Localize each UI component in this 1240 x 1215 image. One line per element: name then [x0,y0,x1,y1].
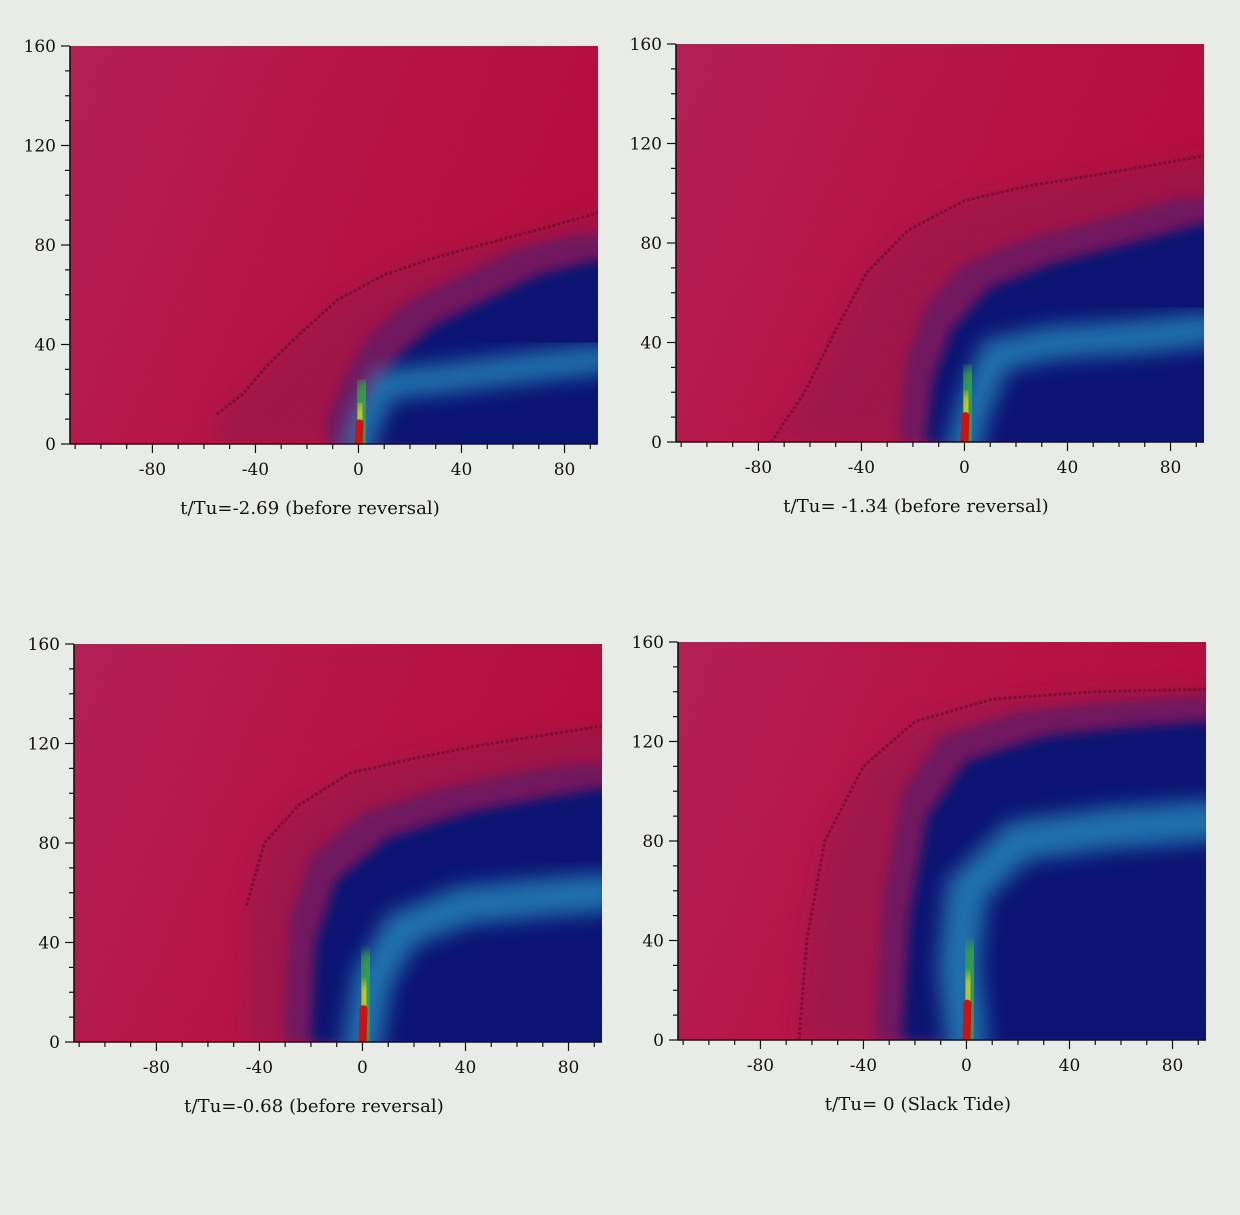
x-tick-label: 40 [1057,458,1079,478]
heatmap-field [70,46,598,444]
print-texture [678,642,1206,1040]
chart-svg-1: -80 -40 0 40 80 0 40 80 120 160 [24,37,598,480]
x-tick-label: 40 [1059,1056,1081,1076]
x-tick-label: -40 [848,458,875,478]
y-tick-label: 0 [49,1033,60,1053]
y-tick-label: 120 [28,735,60,755]
print-texture [676,44,1204,442]
y-tick-label: 40 [642,932,664,952]
y-tick-label: 160 [630,35,662,55]
y-tick-label: 80 [642,832,664,852]
chart-panel-3: -80 -40 0 40 80 0 40 80 120 160 t/Tu=-0.68 (befor… [4,628,624,1128]
chart-panel-4: -80 -40 0 40 80 0 40 80 120 160 t/Tu= 0 (Slack Ti… [608,626,1228,1126]
y-tick-label: 40 [34,336,56,356]
y-tick-label: 80 [38,834,60,854]
chart-caption-2: t/Tu= -1.34 (before reversal) [783,496,1049,517]
x-tick-label: -80 [745,458,772,478]
x-tick-label: 0 [353,460,364,480]
heatmap-field [74,644,602,1042]
axes: -80 -40 0 40 80 0 40 80 120 160 [24,37,598,480]
x-tick-label: 80 [558,1058,580,1078]
x-tick-label: 40 [455,1058,477,1078]
y-tick-label: 80 [34,236,56,256]
x-tick-label: -40 [850,1056,877,1076]
x-tick-label: 0 [357,1058,368,1078]
y-tick-label: 0 [651,433,662,453]
y-tick-label: 160 [28,635,60,655]
x-tick-label: -80 [139,460,166,480]
print-texture [74,644,602,1042]
y-tick-label: 40 [640,334,662,354]
chart-caption-3: t/Tu=-0.68 (before reversal) [184,1096,444,1117]
chart-svg-4: -80 -40 0 40 80 0 40 80 120 160 [632,633,1206,1076]
heatmap-field [676,44,1204,442]
x-tick-label: -40 [246,1058,273,1078]
y-tick-label: 120 [24,137,56,157]
chart-svg-3: -80 -40 0 40 80 0 40 80 120 160 [28,635,602,1078]
y-tick-label: 120 [630,135,662,155]
axes: -80 -40 0 40 80 0 40 80 120 160 [632,633,1206,1076]
y-tick-label: 160 [24,37,56,57]
x-tick-label: 80 [1160,458,1182,478]
y-tick-label: 40 [38,934,60,954]
chart-svg-2: -80 -40 0 40 80 0 40 80 120 160 [630,35,1204,478]
x-tick-label: 80 [554,460,576,480]
x-tick-label: -80 [143,1058,170,1078]
x-tick-label: 0 [959,458,970,478]
axes: -80 -40 0 40 80 0 40 80 120 160 [28,635,602,1078]
x-tick-label: 40 [451,460,473,480]
y-tick-label: 120 [632,733,664,753]
x-tick-label: -40 [242,460,269,480]
chart-panel-2: -80 -40 0 40 80 0 40 80 120 160 t/Tu= -1.34 (befo… [606,28,1226,528]
print-texture [70,46,598,444]
x-tick-label: 80 [1162,1056,1184,1076]
y-tick-label: 0 [653,1031,664,1051]
x-tick-label: -80 [747,1056,774,1076]
chart-caption-1: t/Tu=-2.69 (before reversal) [180,498,440,519]
chart-caption-4: t/Tu= 0 (Slack Tide) [824,1094,1012,1115]
x-tick-label: 0 [961,1056,972,1076]
axes: -80 -40 0 40 80 0 40 80 120 160 [630,35,1204,478]
heatmap-field [678,642,1206,1040]
y-tick-label: 0 [45,435,56,455]
chart-panel-1: -80 -40 0 40 80 0 40 80 120 160 t/Tu=-2.69 (befor… [0,30,620,530]
y-tick-label: 80 [640,234,662,254]
y-tick-label: 160 [632,633,664,653]
